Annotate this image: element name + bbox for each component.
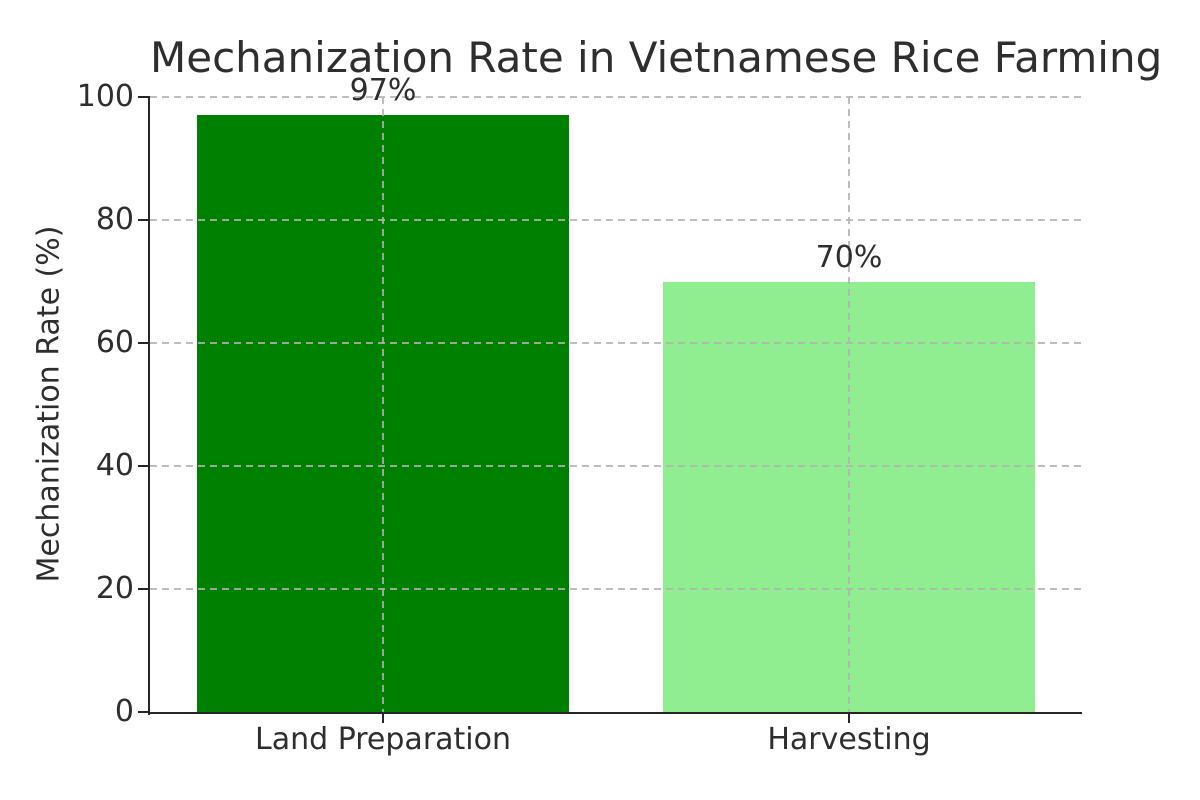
gridline-vertical xyxy=(382,97,384,712)
x-axis-line xyxy=(147,711,1082,714)
x-tick-label-harvesting: Harvesting xyxy=(767,722,931,757)
gridline-horizontal xyxy=(150,465,1082,467)
y-tick-label: 40 xyxy=(95,448,134,483)
plot-area: 97% 70% xyxy=(150,73,1082,712)
y-tick-mark xyxy=(138,710,150,714)
x-tick-mark xyxy=(847,713,851,723)
y-tick-mark xyxy=(138,341,150,345)
x-tick-label-land-preparation: Land Preparation xyxy=(255,722,511,757)
y-tick-label: 20 xyxy=(95,571,134,606)
bar-value-label-land-preparation: 97% xyxy=(349,73,417,109)
y-axis-label: Mechanization Rate (%) xyxy=(31,225,67,583)
y-axis-line xyxy=(147,97,150,715)
y-tick-mark xyxy=(138,218,150,222)
bar-value-label-harvesting: 70% xyxy=(815,239,883,275)
gridline-horizontal xyxy=(150,219,1082,221)
gridline-horizontal xyxy=(150,588,1082,590)
y-tick-label: 80 xyxy=(95,202,134,237)
y-tick-label: 60 xyxy=(95,325,134,360)
y-tick-mark xyxy=(138,464,150,468)
y-tick-mark xyxy=(138,95,150,99)
x-tick-mark xyxy=(381,713,385,723)
gridline-horizontal xyxy=(150,96,1082,98)
gridline-horizontal xyxy=(150,342,1082,344)
y-tick-mark xyxy=(138,587,150,591)
y-tick-label: 0 xyxy=(114,694,134,729)
chart-title: Mechanization Rate in Vietnamese Rice Fa… xyxy=(150,33,1163,82)
y-tick-label: 100 xyxy=(76,79,134,114)
gridline-vertical xyxy=(848,97,850,712)
